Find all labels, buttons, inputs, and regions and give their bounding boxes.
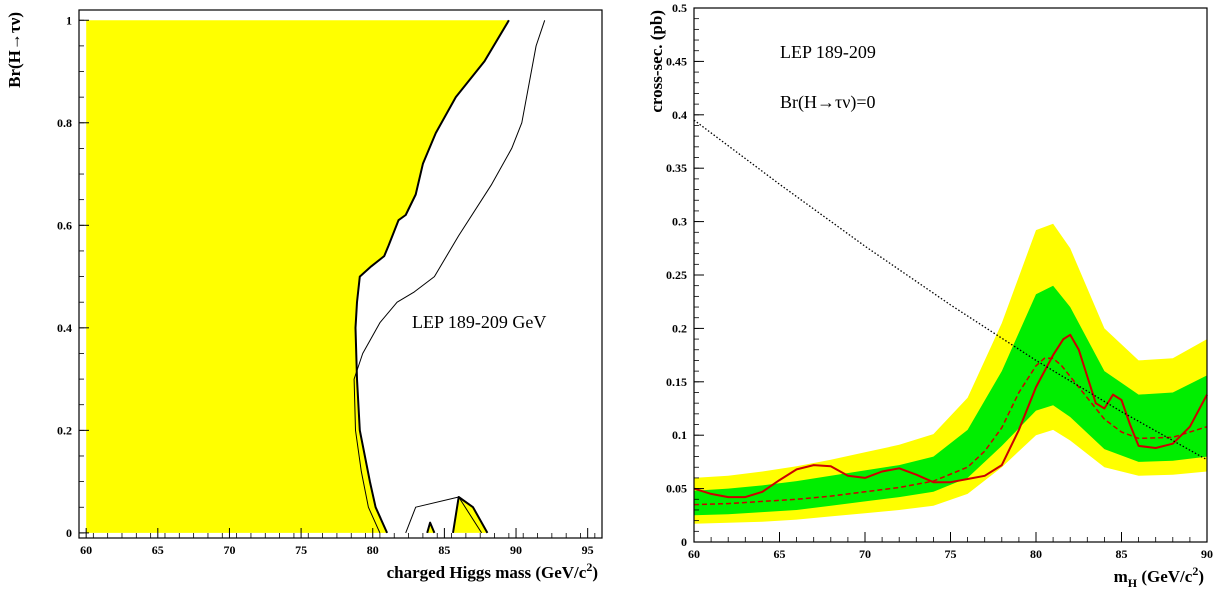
left-x-tick-label: 60 — [80, 543, 92, 557]
left-y-tick-label: 1 — [66, 13, 72, 27]
right-observed-line — [693, 333, 1208, 499]
right-band-2sigma — [694, 223, 1207, 524]
left-expected-limit-line — [353, 20, 546, 534]
right-ticks: 60 65 70 75 80 85 90 0 0.05 0.1 0.15 0.2 0.25 0.3 0.35… — [666, 1, 1213, 561]
right-x-label-close: ) — [1198, 567, 1204, 586]
right-y-tick-label: 0.05 — [666, 482, 687, 496]
left-contour-lines — [353, 19, 546, 534]
right-expected-line — [693, 357, 1208, 506]
right-x-tick-label: 65 — [774, 547, 786, 561]
right-y-tick-label: 0.45 — [666, 54, 687, 68]
right-annotation-br: Br(H→τν)=0 — [780, 92, 876, 113]
right-panel: 60 65 70 75 80 85 90 0 0.05 0.1 0.15 0.2 0.25 0.3 0.35… — [647, 1, 1213, 590]
left-x-label-close: ) — [592, 563, 598, 582]
left-x-tick-label: 95 — [582, 543, 594, 557]
right-x-tick-label: 90 — [1201, 547, 1213, 561]
left-fill-regions — [86, 20, 509, 533]
right-band-1sigma — [694, 285, 1207, 516]
left-excluded-region-observed-fill — [86, 20, 509, 533]
left-x-tick-label: 70 — [223, 543, 235, 557]
right-x-tick-label: 60 — [688, 547, 700, 561]
right-y-axis-label: cross-sec. (pb) — [647, 10, 666, 113]
left-y-tick-label: 0 — [66, 526, 72, 540]
right-y-tick-label: 0.35 — [666, 161, 687, 175]
left-y-tick-label: 0.2 — [57, 423, 72, 437]
left-excluded-region-observed-line — [354, 19, 510, 534]
left-x-tick-label: 65 — [152, 543, 164, 557]
left-x-label-main: charged Higgs mass (GeV/c — [387, 563, 587, 582]
left-plot-frame — [78, 9, 603, 539]
left-expected-island-line — [405, 496, 483, 534]
right-x-tick-label: 70 — [859, 547, 871, 561]
right-y-tick-label: 0.5 — [672, 1, 687, 15]
left-x-tick-label: 85 — [438, 543, 450, 557]
right-bands — [694, 223, 1207, 524]
left-x-label-sup: 2 — [586, 560, 592, 574]
left-x-axis-label: charged Higgs mass (GeV/c2) — [387, 560, 598, 582]
right-y-tick-label: 0.1 — [672, 428, 687, 442]
left-y-axis-label: Br(H→τν) — [5, 12, 24, 88]
right-x-label-rest: (GeV/c — [1137, 567, 1193, 586]
right-y-tick-label: 0.3 — [672, 215, 687, 229]
left-y-tick-label: 0.8 — [57, 116, 72, 130]
left-x-tick-label: 90 — [510, 543, 522, 557]
right-x-axis-label: mH (GeV/c2) — [1114, 564, 1204, 590]
right-x-label-m: m — [1114, 567, 1128, 586]
right-theory-line — [693, 119, 1208, 461]
right-y-tick-label: 0 — [681, 535, 687, 549]
left-excluded-island-1-line — [426, 521, 436, 534]
left-annotation: LEP 189-209 GeV — [412, 312, 546, 332]
right-x-label-sup: 2 — [1192, 564, 1198, 578]
left-x-tick-label: 80 — [367, 543, 379, 557]
right-y-tick-label: 0.15 — [666, 375, 687, 389]
right-x-label-sub: H — [1128, 576, 1138, 590]
left-panel: 60 65 70 75 80 85 90 95 0 0.2 0.4 0.6 0.8 1 LEP 189-2… — [5, 9, 603, 582]
left-ticks: 60 65 70 75 80 85 90 95 0 0.2 0.4 0.6 0.8 1 — [57, 13, 596, 557]
right-x-tick-label: 85 — [1116, 547, 1128, 561]
left-y-tick-label: 0.6 — [57, 218, 72, 232]
right-x-tick-label: 80 — [1030, 547, 1042, 561]
right-y-tick-label: 0.4 — [672, 108, 687, 122]
right-y-tick-label: 0.2 — [672, 321, 687, 335]
left-excluded-island-2-line — [452, 496, 489, 534]
right-y-tick-label: 0.25 — [666, 268, 687, 282]
right-x-tick-label: 75 — [945, 547, 957, 561]
right-annotation-lep: LEP 189-209 — [780, 42, 876, 62]
left-x-tick-label: 75 — [295, 543, 307, 557]
right-lines — [693, 119, 1208, 506]
left-y-tick-label: 0.4 — [57, 321, 72, 335]
